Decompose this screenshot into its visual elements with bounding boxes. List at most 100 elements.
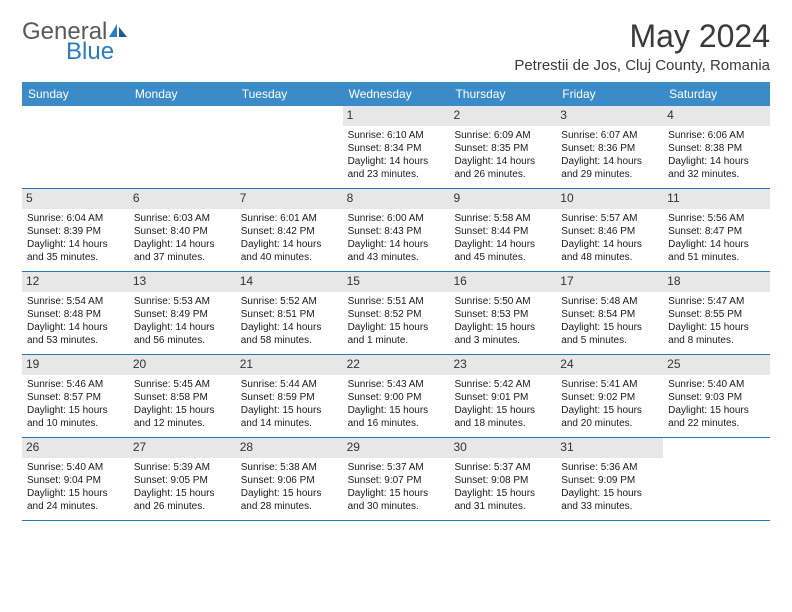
dow-friday: Friday (556, 82, 663, 106)
daylight-text: Daylight: 14 hours and 45 minutes. (454, 238, 551, 264)
sunset-text: Sunset: 9:05 PM (134, 474, 231, 487)
sunset-text: Sunset: 8:52 PM (348, 308, 445, 321)
day-number: 23 (449, 355, 556, 375)
day-number: 2 (449, 106, 556, 126)
day-cell: 21 Sunrise: 5:44 AMSunset: 8:59 PMDayligh… (236, 355, 343, 437)
daylight-text: Daylight: 14 hours and 35 minutes. (27, 238, 124, 264)
daylight-text: Daylight: 14 hours and 43 minutes. (348, 238, 445, 264)
day-cell: 28Sunrise: 5:38 AMSunset: 9:06 PMDayligh… (236, 438, 343, 520)
day-number: 6 (129, 189, 236, 209)
sunset-text: Sunset: 8:36 PM (561, 142, 658, 155)
day-number: 1 (343, 106, 450, 126)
sunset-text: Sunset: 8:43 PM (348, 225, 445, 238)
sunset-text: Sunset: 9:02 PM (561, 391, 658, 404)
day-number: 18 (663, 272, 770, 292)
day-cell: 24Sunrise: 5:41 AMSunset: 9:02 PMDayligh… (556, 355, 663, 437)
day-cell: 29Sunrise: 5:37 AMSunset: 9:07 PMDayligh… (343, 438, 450, 520)
sunset-text: Sunset: 8:54 PM (561, 308, 658, 321)
day-cell: 9Sunrise: 5:58 AMSunset: 8:44 PMDaylight… (449, 189, 556, 271)
sunset-text: Sunset: 9:04 PM (27, 474, 124, 487)
sunrise-text: Sunrise: 5:44 AM (241, 378, 338, 391)
day-cell: 7Sunrise: 6:01 AMSunset: 8:42 PMDaylight… (236, 189, 343, 271)
daylight-text: Daylight: 15 hours and 26 minutes. (134, 487, 231, 513)
dow-saturday: Saturday (663, 82, 770, 106)
day-number: 26 (22, 438, 129, 458)
sunrise-text: Sunrise: 6:07 AM (561, 129, 658, 142)
sunset-text: Sunset: 9:00 PM (348, 391, 445, 404)
day-cell: 14Sunrise: 5:52 AMSunset: 8:51 PMDayligh… (236, 272, 343, 354)
daylight-text: Daylight: 15 hours and 31 minutes. (454, 487, 551, 513)
sunset-text: Sunset: 8:39 PM (27, 225, 124, 238)
daylight-text: Daylight: 14 hours and 29 minutes. (561, 155, 658, 181)
sunrise-text: Sunrise: 6:09 AM (454, 129, 551, 142)
day-cell: 13Sunrise: 5:53 AMSunset: 8:49 PMDayligh… (129, 272, 236, 354)
sunset-text: Sunset: 8:57 PM (27, 391, 124, 404)
sunset-text: Sunset: 9:09 PM (561, 474, 658, 487)
day-cell (22, 106, 129, 188)
sunrise-text: Sunrise: 6:00 AM (348, 212, 445, 225)
day-cell: 31Sunrise: 5:36 AMSunset: 9:09 PMDayligh… (556, 438, 663, 520)
calendar-grid: Sunday Monday Tuesday Wednesday Thursday… (22, 82, 770, 521)
day-cell: 19Sunrise: 5:46 AMSunset: 8:57 PMDayligh… (22, 355, 129, 437)
sunset-text: Sunset: 8:42 PM (241, 225, 338, 238)
day-number: 7 (236, 189, 343, 209)
day-cell: 26 Sunrise: 5:40 AMSunset: 9:04 PMDayligh… (22, 438, 129, 520)
sunset-text: Sunset: 8:53 PM (454, 308, 551, 321)
sunrise-text: Sunrise: 5:52 AM (241, 295, 338, 308)
daylight-text: Daylight: 14 hours and 58 minutes. (241, 321, 338, 347)
sunrise-text: Sunrise: 6:03 AM (134, 212, 231, 225)
sunrise-text: Sunrise: 6:01 AM (241, 212, 338, 225)
dow-monday: Monday (129, 82, 236, 106)
daylight-text: Daylight: 15 hours and 24 minutes. (27, 487, 124, 513)
sunset-text: Sunset: 8:58 PM (134, 391, 231, 404)
day-cell: 12Sunrise: 5:54 AMSunset: 8:48 PMDayligh… (22, 272, 129, 354)
day-cell: 18Sunrise: 5:47 AMSunset: 8:55 PMDayligh… (663, 272, 770, 354)
daylight-text: Daylight: 15 hours and 14 minutes. (241, 404, 338, 430)
week-row: 19Sunrise: 5:46 AMSunset: 8:57 PMDayligh… (22, 355, 770, 438)
sunrise-text: Sunrise: 5:45 AM (134, 378, 231, 391)
day-number: 22 (343, 355, 450, 375)
sunrise-text: Sunrise: 5:37 AM (454, 461, 551, 474)
day-number: 24 (556, 355, 663, 375)
daylight-text: Daylight: 15 hours and 22 minutes. (668, 404, 765, 430)
sunset-text: Sunset: 9:06 PM (241, 474, 338, 487)
day-number: 8 (343, 189, 450, 209)
daylight-text: Daylight: 15 hours and 33 minutes. (561, 487, 658, 513)
day-number: 10 (556, 189, 663, 209)
day-number: 21 (236, 355, 343, 375)
day-cell: 30Sunrise: 5:37 AMSunset: 9:08 PMDayligh… (449, 438, 556, 520)
day-cell: 8 Sunrise: 6:00 AMSunset: 8:43 PMDaylight… (343, 189, 450, 271)
sunset-text: Sunset: 8:59 PM (241, 391, 338, 404)
location-subtitle: Petrestii de Jos, Cluj County, Romania (514, 57, 770, 74)
sunrise-text: Sunrise: 5:40 AM (27, 461, 124, 474)
sunrise-text: Sunrise: 5:58 AM (454, 212, 551, 225)
sunset-text: Sunset: 8:34 PM (348, 142, 445, 155)
sunrise-text: Sunrise: 5:36 AM (561, 461, 658, 474)
daylight-text: Daylight: 15 hours and 16 minutes. (348, 404, 445, 430)
day-cell: 16Sunrise: 5:50 AMSunset: 8:53 PMDayligh… (449, 272, 556, 354)
sunrise-text: Sunrise: 5:53 AM (134, 295, 231, 308)
day-number: 16 (449, 272, 556, 292)
daylight-text: Daylight: 15 hours and 12 minutes. (134, 404, 231, 430)
daylight-text: Daylight: 14 hours and 51 minutes. (668, 238, 765, 264)
day-number: 5 (22, 189, 129, 209)
sunset-text: Sunset: 8:48 PM (27, 308, 124, 321)
sunrise-text: Sunrise: 5:48 AM (561, 295, 658, 308)
daylight-text: Daylight: 14 hours and 26 minutes. (454, 155, 551, 181)
day-number: 14 (236, 272, 343, 292)
sunrise-text: Sunrise: 5:50 AM (454, 295, 551, 308)
day-cell: 6Sunrise: 6:03 AMSunset: 8:40 PMDaylight… (129, 189, 236, 271)
sunrise-text: Sunrise: 5:56 AM (668, 212, 765, 225)
sunset-text: Sunset: 9:01 PM (454, 391, 551, 404)
sunset-text: Sunset: 8:46 PM (561, 225, 658, 238)
daylight-text: Daylight: 14 hours and 23 minutes. (348, 155, 445, 181)
day-number: 9 (449, 189, 556, 209)
daylight-text: Daylight: 14 hours and 32 minutes. (668, 155, 765, 181)
sunrise-text: Sunrise: 5:43 AM (348, 378, 445, 391)
sunrise-text: Sunrise: 6:04 AM (27, 212, 124, 225)
sunset-text: Sunset: 8:55 PM (668, 308, 765, 321)
day-cell: 3Sunrise: 6:07 AMSunset: 8:36 PMDaylight… (556, 106, 663, 188)
daylight-text: Daylight: 15 hours and 28 minutes. (241, 487, 338, 513)
sunrise-text: Sunrise: 5:41 AM (561, 378, 658, 391)
sunset-text: Sunset: 8:35 PM (454, 142, 551, 155)
